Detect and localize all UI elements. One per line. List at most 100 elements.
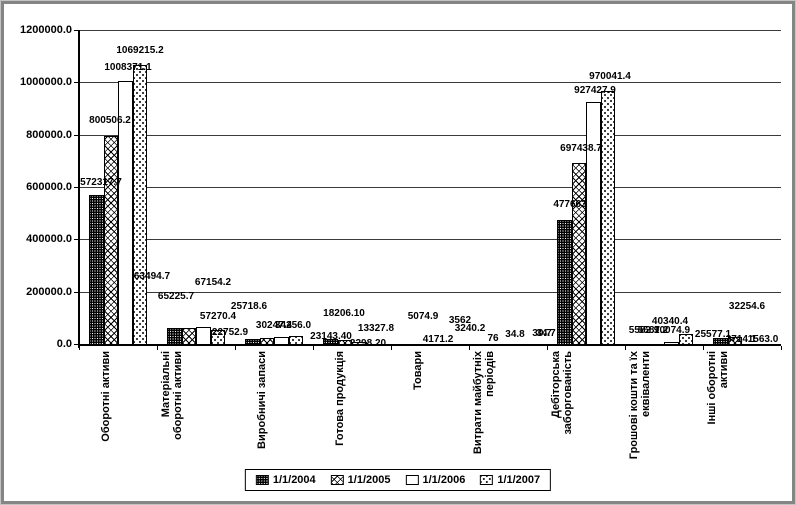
bar-value-label: 30247.4 — [255, 320, 293, 331]
y-axis-tick — [74, 291, 79, 293]
bar-1-1-2005-cat4 — [337, 340, 352, 345]
bar-value-label: 697438.7 — [560, 143, 602, 154]
y-axis-tick — [74, 344, 79, 345]
category-label-1: Оборотні активи — [100, 351, 112, 442]
bar-1-1-2007-cat2 — [210, 330, 225, 345]
bar-value-label: 34.7 — [536, 328, 556, 339]
x-axis-tick — [79, 346, 80, 350]
bar-value-label: 22752.9 — [211, 327, 249, 338]
bar-1-1-2006-cat8 — [664, 342, 679, 345]
bar-1-1-2007-cat9 — [756, 344, 771, 346]
bar-value-label: 5582.9 — [628, 325, 660, 336]
x-axis-tick — [625, 346, 626, 350]
bar-1-1-2005-cat9 — [727, 336, 742, 345]
legend-item-1-1-2006: 1/1/2006 — [405, 474, 466, 486]
y-gridline — [79, 30, 781, 31]
bar-value-label: 3714.1 — [725, 334, 757, 345]
bar-value-label: 5587.2 — [637, 325, 669, 336]
bar-1-1-2005-cat5 — [415, 343, 430, 346]
bar-value-label: 57270.4 — [199, 311, 237, 322]
y-axis-tick-label: 400000.0 — [26, 233, 72, 246]
y-axis-line — [78, 30, 80, 348]
legend-swatch-icon-spheres — [255, 475, 269, 485]
y-axis-tick-label: 600000.0 — [26, 181, 72, 193]
bar-1-1-2005-cat2 — [181, 327, 196, 345]
bar-value-label: 970041.4 — [589, 71, 631, 82]
bar-1-1-2004-cat6 — [479, 344, 494, 346]
bar-1-1-2005-cat1 — [103, 135, 118, 345]
bar-value-label: 76 — [487, 333, 499, 344]
bar-1-1-2006-cat9 — [742, 344, 757, 346]
x-axis-tick — [781, 346, 782, 350]
bar-1-1-2007-cat1 — [132, 65, 147, 345]
legend-item-1-1-2005: 1/1/2005 — [330, 474, 391, 486]
category-label-4: Готова продукція — [334, 351, 346, 446]
bar-1-1-2004-cat5 — [401, 343, 416, 346]
y-gridline — [79, 187, 781, 188]
bar-value-label: 4171.2 — [422, 334, 454, 345]
bar-value-label: 30.7 — [532, 328, 552, 339]
bar-value-label: 23143.40 — [310, 331, 352, 342]
x-axis-tick — [469, 346, 470, 350]
bar-value-label: 572317.7 — [80, 177, 122, 188]
bar-1-1-2004-cat8 — [635, 343, 650, 346]
legend-swatch-icon-dots — [480, 475, 494, 485]
x-axis-tick — [313, 346, 314, 350]
legend-swatch-icon-crosshatch — [330, 475, 344, 485]
y-gridline — [79, 82, 781, 84]
bar-value-label: 18206.10 — [323, 308, 365, 319]
legend-label: 1/1/2006 — [422, 474, 466, 486]
y-gridline — [79, 291, 781, 293]
legend-swatch-icon-plain — [405, 475, 419, 485]
category-label-7: Дебіторська заборгованість — [550, 351, 574, 435]
x-axis-tick — [157, 346, 158, 350]
x-axis-tick — [235, 346, 236, 350]
legend-item-1-1-2004: 1/1/2004 — [255, 474, 316, 486]
bar-value-label: 67154.2 — [194, 277, 232, 288]
legend-label: 1/1/2005 — [347, 474, 391, 486]
y-axis-tick-label: 200000.0 — [26, 285, 72, 298]
x-axis-tick — [391, 346, 392, 350]
bar-1-1-2006-cat5 — [430, 344, 445, 346]
y-axis-tick-label: 1000000.0 — [20, 76, 72, 89]
category-label-9: Інші оборотні активи — [706, 351, 730, 425]
bar-value-label: 65225.7 — [157, 291, 195, 302]
bar-value-label: 63494.7 — [133, 271, 171, 282]
bar-value-label: 477663 — [553, 199, 587, 210]
y-axis-tick — [74, 187, 79, 188]
x-axis-tick — [547, 346, 548, 350]
category-label-5: Товари — [412, 351, 424, 390]
bar-1-1-2007-cat3 — [288, 336, 303, 345]
category-label-2: Матеріальні оборотні активи — [160, 351, 184, 440]
y-gridline — [79, 239, 781, 241]
bar-1-1-2004-cat7 — [557, 220, 572, 345]
bar-1-1-2005-cat7 — [571, 162, 586, 345]
bar-1-1-2007-cat4 — [366, 344, 381, 346]
bar-1-1-2005-cat6 — [493, 344, 508, 346]
bar-value-label: 40340.4 — [651, 316, 689, 327]
legend-box: 1/1/2004 1/1/2005 1/1/2006 1/1/2007 — [244, 469, 552, 491]
y-axis-tick — [74, 30, 79, 31]
bar-1-1-2006-cat2 — [196, 327, 211, 345]
bar-1-1-2004-cat4 — [323, 338, 338, 345]
bar-value-label: 3562 — [448, 315, 472, 326]
bar-1-1-2004-cat1 — [89, 195, 104, 345]
bar-value-label: 25577.1 — [694, 329, 732, 340]
bar-1-1-2005-cat3 — [259, 338, 274, 345]
bar-value-label: 10074.9 — [653, 325, 691, 336]
bar-1-1-2007-cat7 — [600, 91, 615, 345]
category-label-3: Виробничі запаси — [256, 351, 268, 449]
x-axis-tick — [703, 346, 704, 350]
bar-1-1-2004-cat2 — [167, 328, 182, 345]
y-axis-tick-label: 1200000.0 — [20, 24, 72, 36]
bar-value-label: 2298.20 — [349, 338, 387, 349]
bar-1-1-2006-cat3 — [274, 337, 289, 345]
bar-value-label: 34.8 — [505, 329, 525, 340]
bar-value-label: 800506.2 — [89, 115, 131, 126]
bar-1-1-2007-cat6 — [522, 344, 537, 346]
y-axis-tick-label: 800000.0 — [26, 128, 72, 141]
legend-item-1-1-2007: 1/1/2007 — [480, 474, 540, 486]
bar-1-1-2007-cat5 — [444, 344, 459, 346]
bar-value-label: 25718.6 — [230, 301, 268, 312]
bar-value-label: 13327.8 — [357, 323, 395, 334]
